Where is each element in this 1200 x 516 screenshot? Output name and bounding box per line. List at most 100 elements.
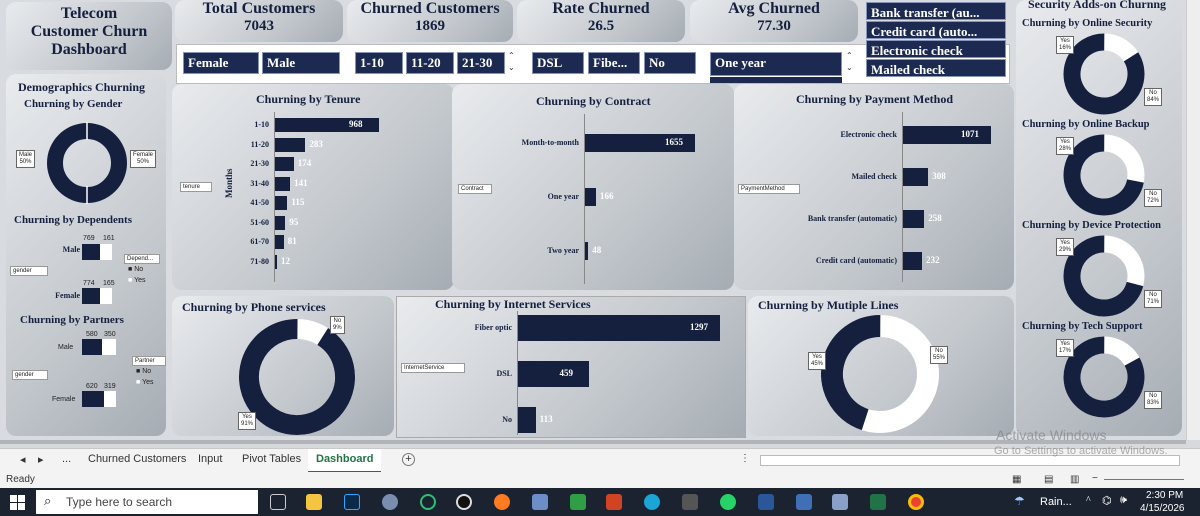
tab-churned-customers[interactable]: Churned Customers <box>88 453 187 465</box>
slicer-payment-mailed[interactable]: Mailed check <box>866 59 1006 77</box>
volume-icon[interactable]: 🕪 <box>1120 494 1127 506</box>
dashboard-title-panel: Telecom Customer Churn Dashboard <box>6 2 172 70</box>
slicer-gender-male[interactable]: Male <box>262 52 340 74</box>
bar-value-label: 113 <box>539 414 553 424</box>
app-icon[interactable] <box>682 494 698 510</box>
security-no-label: No <box>1149 393 1157 399</box>
slicer-payment-electronic[interactable]: Electronic check <box>866 40 1006 58</box>
network-icon[interactable]: ⌬ <box>1102 495 1112 507</box>
chrome-icon[interactable] <box>908 494 924 510</box>
security-no-label: No <box>1149 292 1157 298</box>
slicer-tenure-11-20[interactable]: 11-20 <box>406 52 454 74</box>
gender-chart-title: Churning by Gender <box>24 98 123 110</box>
tab-options-icon[interactable]: ⋮ <box>740 453 750 464</box>
kpi-label: Total Customers <box>202 0 316 17</box>
slicer-scroll-icon[interactable]: ⌃ ⌄ <box>846 51 853 72</box>
bar-category-label: Mailed check <box>851 172 897 181</box>
tab-scroll-left-icon[interactable]: ◂ <box>20 454 26 466</box>
partners-legend-filter[interactable]: Partner <box>132 356 166 366</box>
weather-text[interactable]: Rain... <box>1040 496 1072 508</box>
task-view-icon[interactable] <box>270 494 286 510</box>
slicer-internet-dsl[interactable]: DSL <box>532 52 584 74</box>
clock-time[interactable]: 2:30 PM <box>1146 490 1184 501</box>
taskbar-search-box[interactable]: ⌕ Type here to search <box>36 490 258 514</box>
slicer-scroll-icon[interactable]: ⌃ ⌄ <box>508 51 515 72</box>
bar-category-label: 61-70 <box>250 237 269 246</box>
legend-no-label: No <box>134 266 144 273</box>
windows-start-icon[interactable] <box>10 495 25 510</box>
powerpoint-icon[interactable] <box>606 494 622 510</box>
page-layout-icon[interactable]: ▤ <box>1044 474 1054 485</box>
app-icon[interactable] <box>832 494 848 510</box>
slicer-tenure-21-30[interactable]: 21-30 <box>457 52 505 74</box>
partners-gender-filter[interactable]: gender <box>12 370 48 380</box>
normal-view-icon[interactable]: ▦ <box>1012 474 1022 485</box>
app-icon[interactable] <box>420 494 436 510</box>
bar-category-label: 21-30 <box>250 159 269 168</box>
dependents-female-yes-bar <box>100 288 112 304</box>
slicer-payment-credit[interactable]: Credit card (auto... <box>866 21 1006 39</box>
app-icon[interactable] <box>796 494 812 510</box>
dependents-legend-filter[interactable]: Depend... <box>124 254 160 264</box>
contract-filter[interactable]: Contract <box>458 184 492 194</box>
zoom-minus-icon[interactable]: − <box>1092 473 1098 484</box>
partners-male-no-bar <box>82 339 102 355</box>
legend-no-label: No <box>142 368 152 375</box>
phone-no-label: No <box>333 318 342 324</box>
security-no-pct: 83% <box>1147 400 1160 406</box>
add-sheet-icon[interactable]: + <box>402 453 415 466</box>
clock-date[interactable]: 4/15/2026 <box>1140 503 1185 514</box>
excel-icon[interactable] <box>870 494 886 510</box>
zoom-slider[interactable] <box>1104 479 1184 480</box>
app-icon[interactable] <box>382 494 398 510</box>
photoshop-icon[interactable] <box>344 494 360 510</box>
taskbar-search-placeholder: Type here to search <box>66 495 173 509</box>
bar-value-label: 95 <box>289 216 299 227</box>
payment-filter[interactable]: PaymentMethod <box>738 184 800 194</box>
firefox-icon[interactable] <box>494 494 510 510</box>
kpi-value: 77.30 <box>757 18 791 34</box>
bar-value-label: 12 <box>281 255 290 266</box>
slicer-contract-one-year[interactable]: One year <box>710 52 842 76</box>
internet-filter[interactable]: InternetService <box>401 363 465 373</box>
word-icon[interactable] <box>758 494 774 510</box>
app-icon[interactable] <box>456 494 472 510</box>
tab-dashboard-active[interactable]: Dashboard <box>308 449 382 473</box>
multiline-no-callout: No 55% <box>930 346 949 364</box>
payment-chart-panel: Churning by Payment Method PaymentMethod… <box>734 84 1014 290</box>
tab-more[interactable]: ... <box>62 453 72 465</box>
dependents-row-yes: 165 <box>103 280 115 287</box>
slicer-internet-fiber[interactable]: Fibe... <box>588 52 640 74</box>
tab-input[interactable]: Input <box>198 453 223 465</box>
tray-chevron-icon[interactable]: ^ <box>1086 495 1091 506</box>
bar-value-label: 48 <box>592 245 602 255</box>
page-break-icon[interactable]: ▥ <box>1070 474 1080 485</box>
slicer-gender-female[interactable]: Female <box>183 52 259 74</box>
slicer-payment-bank[interactable]: Bank transfer (au... <box>866 2 1006 20</box>
payment-bars: Electronic check 1071 Mailed check 308 Bank … <box>808 112 1006 282</box>
phone-chart-title: Churning by Phone services <box>182 300 326 314</box>
kpi-value: 26.5 <box>587 18 615 34</box>
tenure-chart-title: Churning by Tenure <box>256 92 361 106</box>
edge-icon[interactable] <box>644 494 660 510</box>
status-bar: Ready ▦ ▤ ▥ − <box>0 472 1200 488</box>
slicer-internet-no[interactable]: No <box>644 52 696 74</box>
bar <box>518 315 720 341</box>
dependents-gender-filter[interactable]: gender <box>10 266 48 276</box>
bar <box>903 210 925 228</box>
tenure-filter[interactable]: tenure <box>180 182 212 192</box>
weather-icon[interactable]: ☂ <box>1014 494 1025 508</box>
sheet-tab-bar: ◂ ▸ ... Churned Customers Input Pivot Ta… <box>0 427 1200 473</box>
bar <box>585 242 589 260</box>
horizontal-scrollbar[interactable] <box>760 455 1180 466</box>
whatsapp-icon[interactable] <box>720 494 736 510</box>
slicer-tenure-1-10[interactable]: 1-10 <box>355 52 403 74</box>
app-icon[interactable] <box>532 494 548 510</box>
app-icon[interactable] <box>570 494 586 510</box>
tab-pivot-tables[interactable]: Pivot Tables <box>242 453 302 465</box>
partners-legend-yes: ■ Yes <box>136 379 154 386</box>
file-explorer-icon[interactable] <box>306 494 322 510</box>
tab-scroll-right-icon[interactable]: ▸ <box>38 454 44 466</box>
bar-category-label: Two year <box>547 246 579 255</box>
vertical-scrollbar[interactable] <box>1186 0 1200 440</box>
